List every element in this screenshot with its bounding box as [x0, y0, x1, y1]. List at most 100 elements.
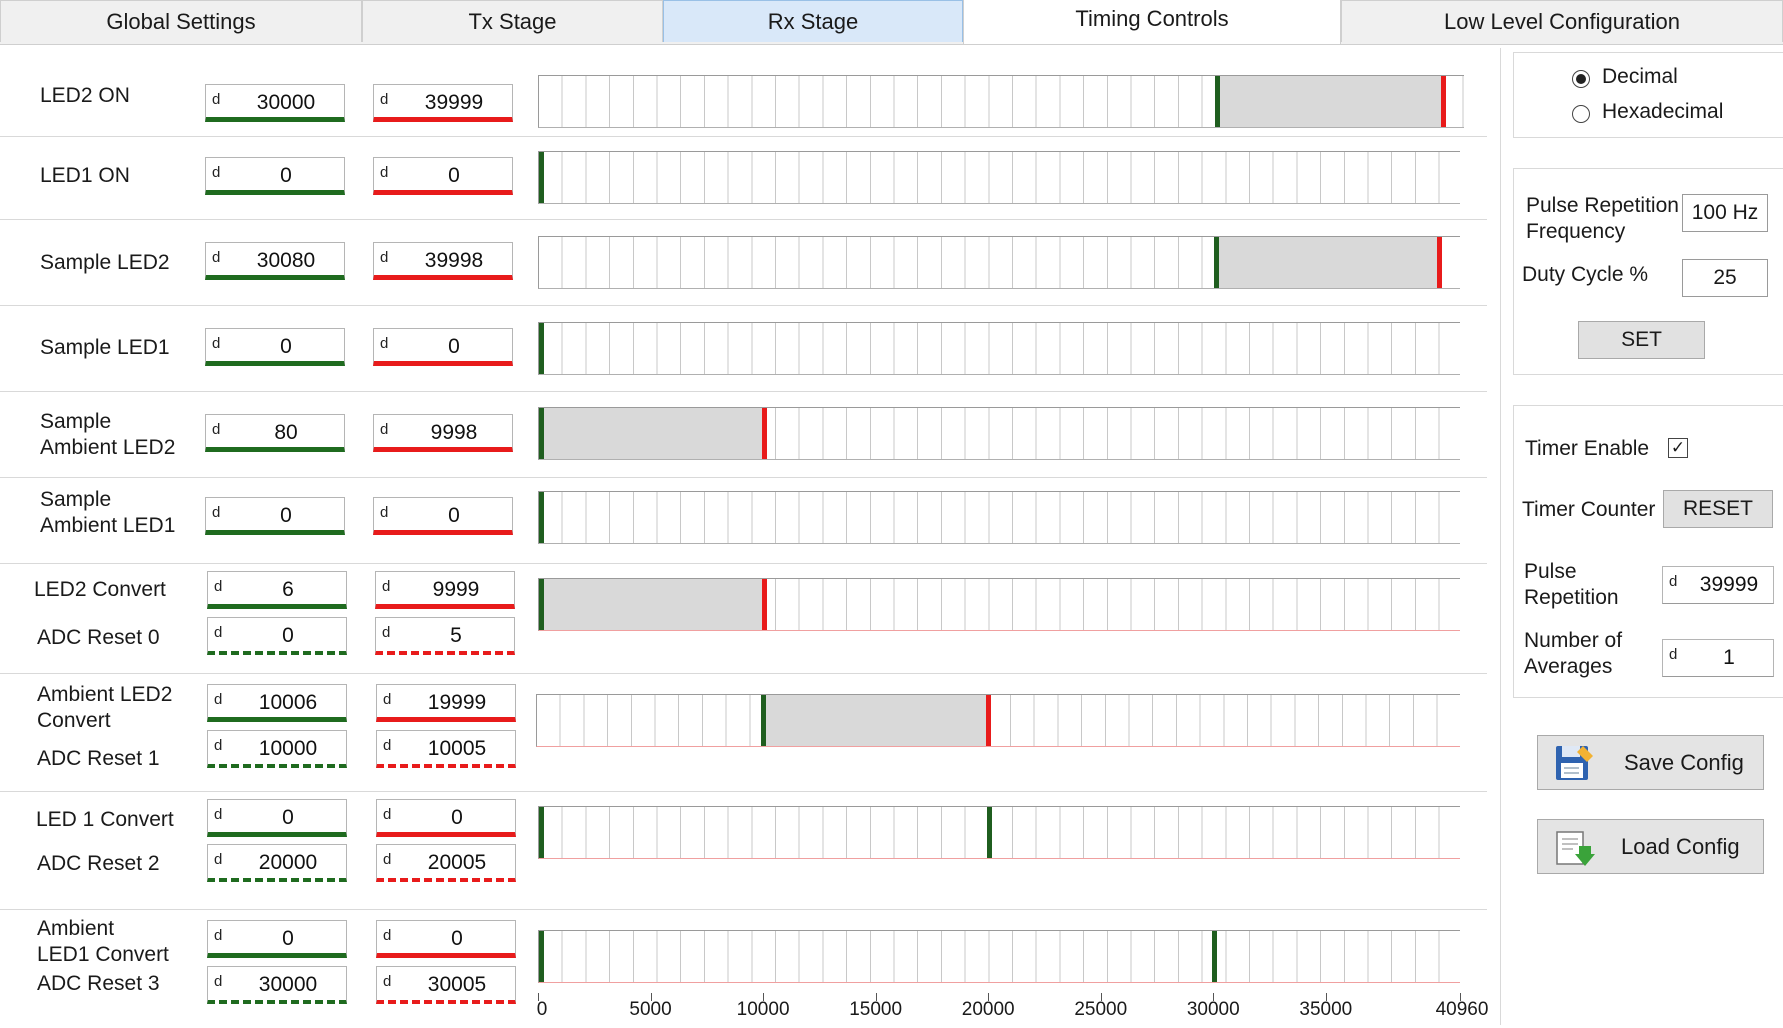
- prefix: d: [1669, 646, 1678, 663]
- tab-timing-controls[interactable]: Timing Controls: [963, 0, 1341, 44]
- prefix: d: [212, 164, 221, 181]
- value: 0: [448, 335, 460, 358]
- reset-end-field[interactable]: d 30005: [376, 966, 516, 1004]
- row-label: LED1 ON: [40, 164, 130, 187]
- start-field[interactable]: d 10006: [207, 684, 347, 722]
- row-label: Sample LED2: [40, 251, 170, 274]
- timer-panel: Timer Enable ✓ Timer Counter RESET Pulse…: [1513, 405, 1783, 698]
- duty-cycle-input[interactable]: 25: [1682, 259, 1768, 297]
- value: 0: [448, 164, 460, 187]
- end-field[interactable]: d 19999: [376, 684, 516, 722]
- timer-enable-checkbox[interactable]: ✓: [1668, 438, 1688, 458]
- timeline-bar: [538, 322, 1460, 375]
- prf-label-line-1: Pulse Repetition: [1526, 194, 1679, 217]
- axis-tick-label: 25000: [1074, 999, 1128, 1020]
- tab-global-settings[interactable]: Global Settings: [0, 0, 362, 42]
- set-button[interactable]: SET: [1578, 321, 1705, 359]
- axis-tick: [650, 993, 652, 1001]
- end-field[interactable]: d 9998: [373, 414, 513, 452]
- prefix: d: [383, 851, 392, 868]
- decimal-radio[interactable]: [1572, 70, 1590, 88]
- reset-marker: [987, 807, 993, 858]
- start-field[interactable]: d 80: [205, 414, 345, 452]
- end-field[interactable]: d 39998: [373, 242, 513, 280]
- tab-tx-stage[interactable]: Tx Stage: [362, 0, 663, 42]
- axis-tick-label: 35000: [1299, 999, 1353, 1020]
- prefix: d: [380, 164, 389, 181]
- reset-end-field[interactable]: d 20005: [376, 844, 516, 882]
- start-marker: [539, 807, 544, 858]
- timing-row-ambient-led2-convert: Ambient LED2 Convert ADC Reset 1 d 10006 d…: [0, 674, 1487, 792]
- start-marker: [760, 695, 766, 746]
- prf-input[interactable]: 100 Hz: [1682, 194, 1768, 232]
- number-of-averages-label: Number of Averages: [1524, 628, 1622, 680]
- reset-start-field[interactable]: d 20000: [207, 844, 347, 882]
- prefix: d: [212, 335, 221, 352]
- active-interval: [1216, 237, 1440, 288]
- axis-tick-label: 0: [536, 999, 548, 1020]
- prefix: d: [382, 624, 391, 641]
- value: 80: [274, 421, 298, 444]
- duty-cycle-label: Duty Cycle %: [1522, 263, 1649, 286]
- reset-start-field[interactable]: d 30000: [207, 966, 347, 1004]
- axis-tick: [538, 993, 539, 1001]
- axis-tick: [875, 993, 877, 1001]
- start-field[interactable]: d 30000: [205, 84, 345, 122]
- axis-tick-label: 40960: [1435, 999, 1489, 1020]
- end-marker: [762, 579, 768, 630]
- prefix: d: [212, 421, 221, 438]
- prefix: d: [214, 737, 223, 754]
- end-marker: [762, 408, 768, 459]
- value: 20005: [427, 851, 487, 874]
- timeline-bar: [538, 236, 1460, 289]
- load-config-label: Load Config: [1621, 834, 1740, 859]
- pulse-repetition-field[interactable]: d 39999: [1662, 566, 1774, 604]
- prf-label: Pulse Repetition Frequency: [1526, 193, 1679, 245]
- active-interval: [762, 695, 989, 746]
- value: 0: [280, 504, 292, 527]
- value: 39999: [1699, 573, 1759, 596]
- load-config-button[interactable]: Load Config: [1537, 819, 1764, 874]
- reset-end-field[interactable]: d 10005: [376, 730, 516, 768]
- prefix: d: [383, 973, 392, 990]
- row-label: Sample Ambient LED2: [40, 409, 175, 461]
- tab-low-level-configuration[interactable]: Low Level Configuration: [1341, 0, 1783, 42]
- start-marker: [539, 579, 544, 630]
- label-line-1: Sample: [40, 410, 112, 433]
- timer-reset-button[interactable]: RESET: [1663, 490, 1773, 528]
- decimal-label: Decimal: [1602, 65, 1678, 88]
- end-marker: [1441, 76, 1447, 127]
- start-field[interactable]: d 30080: [205, 242, 345, 280]
- save-config-button[interactable]: Save Config: [1537, 735, 1764, 790]
- reset-start-field[interactable]: d 10000: [207, 730, 347, 768]
- end-field[interactable]: d 39999: [373, 84, 513, 122]
- axis-tick: [763, 993, 765, 1001]
- end-field[interactable]: d 9999: [375, 571, 515, 609]
- start-marker: [1214, 237, 1220, 288]
- pulse-label-line-2: Repetition: [1524, 586, 1619, 609]
- axis-tick-label: 20000: [961, 999, 1015, 1020]
- value: 30005: [427, 973, 487, 996]
- tab-rx-stage[interactable]: Rx Stage: [663, 0, 963, 42]
- end-marker: [986, 695, 992, 746]
- start-marker: [1215, 76, 1221, 127]
- hexadecimal-radio[interactable]: [1572, 105, 1590, 123]
- axis-tick-label: 5000: [629, 999, 672, 1020]
- prefix: d: [383, 737, 392, 754]
